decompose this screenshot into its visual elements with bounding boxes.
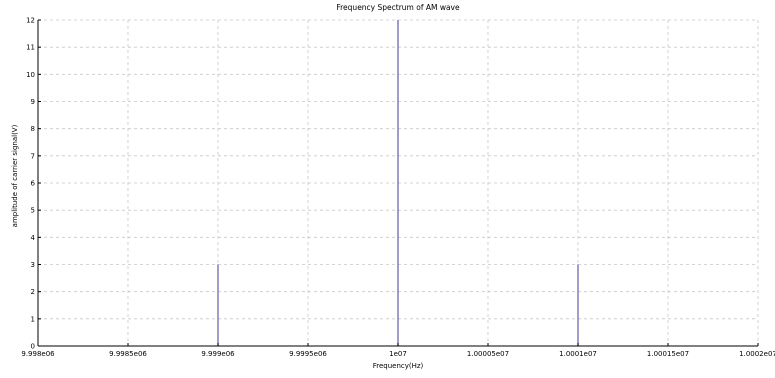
y-tick-label: 6	[31, 180, 36, 188]
x-tick-label: 1.00005e07	[467, 350, 509, 358]
axis-layer	[37, 19, 759, 347]
y-tick-label: 5	[31, 207, 35, 215]
y-tick-label: 4	[31, 234, 36, 242]
x-tick-label: 1.0001e07	[559, 350, 597, 358]
y-tick-label: 9	[31, 98, 35, 106]
tick-label-layer: 9.998e06 9.9985e06 9.999e06 9.9995e06 1e07 1.…	[21, 17, 775, 359]
stem-layer	[217, 20, 579, 346]
x-tick-label: 9.999e06	[201, 350, 235, 358]
x-tick-label: 1.0002e07	[739, 350, 775, 358]
y-tick-label: 7	[31, 152, 35, 160]
x-tick-label: 9.998e06	[21, 350, 55, 358]
y-axis-label: amplitude of carrier signal(V)	[11, 124, 19, 227]
chart-title: Frequency Spectrum of AM wave	[336, 3, 460, 12]
y-tick-label: 0	[31, 343, 35, 351]
y-tick-label: 1	[31, 315, 35, 323]
x-tick-label: 9.9995e06	[289, 350, 327, 358]
y-tick-label: 11	[26, 44, 35, 52]
y-tick-label: 8	[31, 125, 35, 133]
y-tick-label: 3	[31, 261, 35, 269]
x-tick-label: 1.00015e07	[647, 350, 689, 358]
x-tick-label: 1e07	[389, 350, 407, 358]
y-tick-label: 12	[26, 17, 35, 25]
x-axis-label: Frequency(Hz)	[373, 362, 424, 370]
y-tick-label: 2	[31, 288, 35, 296]
y-tick-label: 10	[26, 71, 35, 79]
x-tick-label: 9.9985e06	[109, 350, 147, 358]
